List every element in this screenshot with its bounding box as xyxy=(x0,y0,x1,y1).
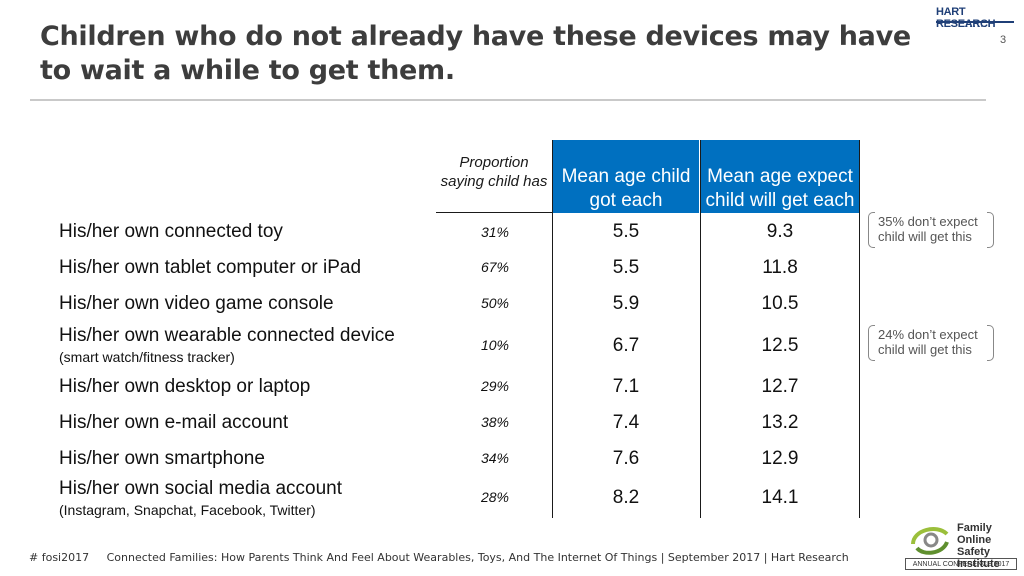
logo-dots: ••••••• xyxy=(966,24,993,30)
row-proportion: 10% xyxy=(480,337,510,353)
row-proportion: 67% xyxy=(480,259,510,275)
row-label: His/her own social media account xyxy=(59,478,343,499)
row-mean-age-got: 7.1 xyxy=(612,376,640,397)
row-mean-age-expect: 9.3 xyxy=(766,221,794,242)
row-mean-age-got: 8.2 xyxy=(612,487,640,508)
column-header-proportion: Proportion saying child has xyxy=(440,154,548,190)
row-mean-age-got: 7.4 xyxy=(612,412,640,433)
column-header-mean-age-expect: Mean age expect child will get each xyxy=(701,140,859,213)
note-line-2: child will get this xyxy=(878,229,972,244)
logo-bar xyxy=(936,21,1014,23)
column-header-mean-age-got-label: Mean age child got each xyxy=(561,166,691,211)
row-mean-age-expect: 12.5 xyxy=(761,335,799,356)
title-divider xyxy=(30,99,986,101)
row-mean-age-got: 5.5 xyxy=(612,257,640,278)
row-sublabel: (Instagram, Snapchat, Facebook, Twitter) xyxy=(59,502,316,518)
column-divider-2 xyxy=(700,140,701,518)
bracket-left xyxy=(868,325,875,361)
row-label: His/her own connected toy xyxy=(59,221,283,242)
row-proportion: 29% xyxy=(480,378,510,394)
bracket-left xyxy=(868,212,875,248)
fosi-name-line: Online Safety xyxy=(957,534,992,558)
fosi-name-line: Family xyxy=(957,522,992,534)
row-proportion: 31% xyxy=(480,224,510,240)
row-mean-age-expect: 14.1 xyxy=(761,487,799,508)
column-header-mean-age-got: Mean age child got each xyxy=(553,140,699,213)
slide-title: Children who do not already have these d… xyxy=(40,21,911,86)
row-mean-age-got: 6.7 xyxy=(612,335,640,356)
row-label: His/her own tablet computer or iPad xyxy=(59,257,362,278)
column-header-mean-age-expect-label: Mean age expect child will get each xyxy=(705,166,855,211)
column-divider-1 xyxy=(552,140,553,518)
note-line-2: child will get this xyxy=(878,342,972,357)
row-proportion: 28% xyxy=(480,489,510,505)
row-mean-age-expect: 12.9 xyxy=(761,448,799,469)
row-mean-age-expect: 12.7 xyxy=(761,376,799,397)
row-mean-age-expect: 11.8 xyxy=(762,257,798,278)
row-mean-age-got: 7.6 xyxy=(612,448,640,469)
header-underline xyxy=(436,212,553,213)
note-wearable-device: 24% don’t expect child will get this xyxy=(868,325,994,361)
fosi-swirl-icon xyxy=(911,527,949,555)
fosi-logo: Family Online Safety Institute ANNUAL CO… xyxy=(905,520,1017,570)
conference-label: ANNUAL CONFERENCE 2017 xyxy=(905,558,1017,570)
row-label: His/her own e-mail account xyxy=(59,412,289,433)
row-label: His/her own video game console xyxy=(59,293,334,314)
bracket-right xyxy=(987,212,994,248)
fosi-name-line: Institute xyxy=(957,558,1000,570)
note-line-1: 35% don’t expect xyxy=(878,214,978,229)
hart-research-logo: HART RESEARCH ••••••• xyxy=(936,6,1016,30)
row-label: His/her own desktop or laptop xyxy=(59,376,311,397)
page-number: 3 xyxy=(1000,34,1007,46)
footer: # fosi2017 Connected Families: How Paren… xyxy=(29,551,849,564)
fosi-name: Family Online Safety Institute xyxy=(957,522,1017,570)
row-label: His/her own smartphone xyxy=(59,448,265,469)
row-proportion: 34% xyxy=(480,450,510,466)
row-proportion: 50% xyxy=(480,295,510,311)
row-mean-age-expect: 10.5 xyxy=(761,293,799,314)
row-mean-age-expect: 13.2 xyxy=(761,412,799,433)
note-line-1: 24% don’t expect xyxy=(878,327,978,342)
row-label: His/her own wearable connected device xyxy=(59,325,395,346)
bracket-right xyxy=(987,325,994,361)
column-divider-3 xyxy=(859,140,860,518)
row-mean-age-got: 5.9 xyxy=(612,293,640,314)
footer-text: Connected Families: How Parents Think An… xyxy=(106,551,849,564)
row-mean-age-got: 5.5 xyxy=(612,221,640,242)
row-proportion: 38% xyxy=(480,414,510,430)
footer-hashtag: # fosi2017 xyxy=(29,551,90,564)
row-sublabel: (smart watch/fitness tracker) xyxy=(59,349,235,365)
note-connected-toy: 35% don’t expect child will get this xyxy=(868,212,994,248)
